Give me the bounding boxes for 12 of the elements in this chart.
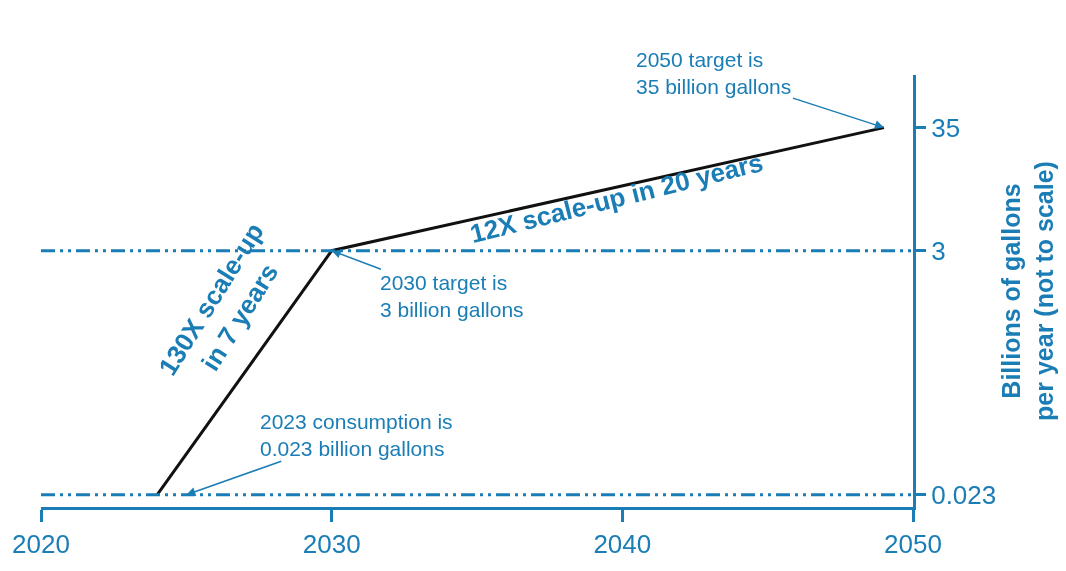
annotation: 2023 consumption is 0.023 billion gallons: [260, 410, 453, 461]
x-tick-label: 2020: [12, 529, 70, 560]
y-tick-label: 3: [931, 235, 946, 266]
annotation: 12X scale-up in 20 years: [466, 147, 766, 249]
x-tick-label: 2030: [302, 529, 361, 560]
y-tick-label: 35: [931, 112, 961, 143]
annotation: 2050 target is 35 billion gallons: [636, 48, 792, 99]
y-tick-label: 0.023: [931, 479, 997, 510]
annotation: 2030 target is 3 billion gallons: [380, 271, 524, 322]
y-axis-title: Billions of gallons per year (not to scale): [997, 161, 1058, 421]
x-tick-label: 2050: [884, 529, 942, 560]
x-tick-label: 2040: [593, 529, 652, 560]
